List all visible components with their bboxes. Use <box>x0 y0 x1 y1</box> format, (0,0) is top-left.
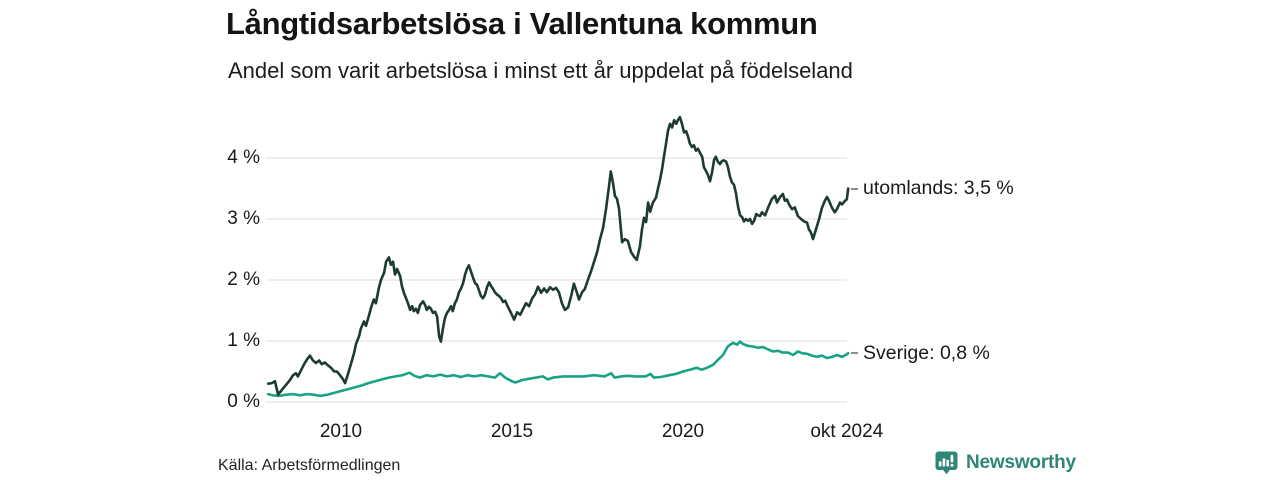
y-tick-label: 4 % <box>227 147 260 168</box>
chart-subtitle: Andel som varit arbetslösa i minst ett å… <box>228 58 853 83</box>
series-end-label-Sverige: Sverige: 0,8 % <box>851 340 990 366</box>
chart-title: Långtidsarbetslösa i Vallentuna kommun <box>226 6 818 41</box>
series-end-label-utomlands: utomlands: 3,5 % <box>851 176 1014 202</box>
y-tick-label: 3 % <box>227 208 260 229</box>
series-line-Sverige <box>266 340 850 398</box>
end-label-dash <box>851 352 858 355</box>
brand-logo: Newsworthy <box>934 450 1076 475</box>
x-tick-label: 2020 <box>661 421 705 442</box>
newsworthy-icon <box>935 451 958 475</box>
source-note: Källa: Arbetsförmedlingen <box>218 457 401 474</box>
end-label-text: Sverige: 0,8 % <box>863 341 990 364</box>
y-tick-label: 2 % <box>227 269 260 290</box>
y-tick-label: 0 % <box>227 391 260 412</box>
x-tick-label: 2010 <box>319 421 363 442</box>
x-tick-label: okt 2024 <box>810 421 884 442</box>
end-label-dash <box>851 187 858 190</box>
series-line-utomlands <box>266 115 850 397</box>
brand-name: Newsworthy <box>966 451 1076 473</box>
y-tick-label: 1 % <box>227 330 260 351</box>
end-label-text: utomlands: 3,5 % <box>863 177 1014 199</box>
x-tick-label: 2015 <box>490 421 534 442</box>
